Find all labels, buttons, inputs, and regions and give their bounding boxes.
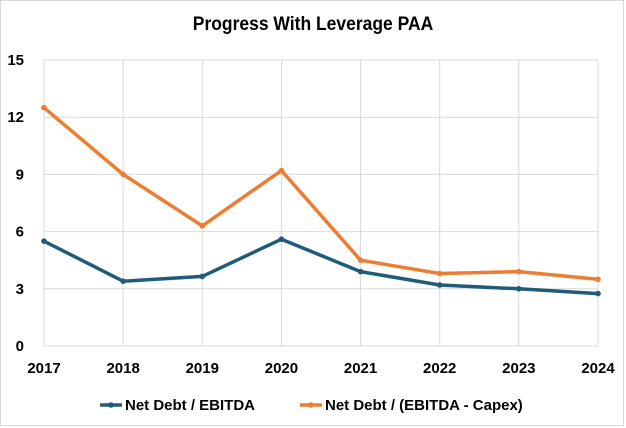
x-tick-label: 2024 (581, 360, 615, 377)
legend-marker (108, 402, 114, 408)
legend: Net Debt / EBITDA Net Debt / (EBITDA - Ca… (100, 397, 523, 414)
data-point (595, 290, 601, 297)
y-tick-label: 0 (16, 338, 24, 355)
x-tick-label: 2021 (344, 360, 377, 377)
y-tick-label: 15 (7, 52, 24, 69)
data-point (278, 236, 285, 243)
legend-marker (308, 402, 314, 408)
data-point (278, 167, 285, 174)
data-point (120, 278, 126, 284)
series-line-0 (42, 237, 600, 296)
data-point (516, 268, 522, 275)
legend-label: Net Debt / EBITDA (125, 397, 255, 414)
data-point (357, 257, 364, 264)
y-tick-label: 12 (7, 109, 24, 126)
data-point (41, 238, 47, 244)
data-point (436, 270, 443, 277)
data-point (436, 282, 443, 288)
x-tick-label: 2022 (423, 360, 456, 377)
x-tick-label: 2018 (106, 360, 139, 377)
data-point (357, 268, 364, 275)
chart-title: Progress With Leverage PAA (192, 14, 434, 35)
y-tick-label: 9 (16, 166, 24, 183)
x-tick-label: 2020 (265, 360, 298, 377)
x-axis-ticks: 2017 2018 2019 2020 2021 2022 2023 2024 (27, 360, 615, 377)
legend-label: Net Debt / (EBITDA - Capex) (325, 397, 523, 414)
data-point (516, 286, 522, 292)
data-point (199, 273, 206, 280)
data-point (41, 104, 47, 111)
series-line-1 (42, 105, 600, 282)
x-tick-label: 2017 (27, 360, 60, 377)
y-tick-label: 3 (16, 281, 24, 298)
series-lines (41, 104, 601, 297)
x-tick-label: 2023 (502, 360, 535, 377)
gridlines (43, 59, 599, 347)
y-axis-ticks: 0 3 6 9 12 15 (7, 52, 24, 355)
data-point (120, 171, 126, 178)
data-point (199, 223, 206, 229)
x-tick-label: 2019 (186, 360, 219, 377)
y-tick-label: 6 (16, 224, 24, 241)
data-point (595, 276, 601, 283)
